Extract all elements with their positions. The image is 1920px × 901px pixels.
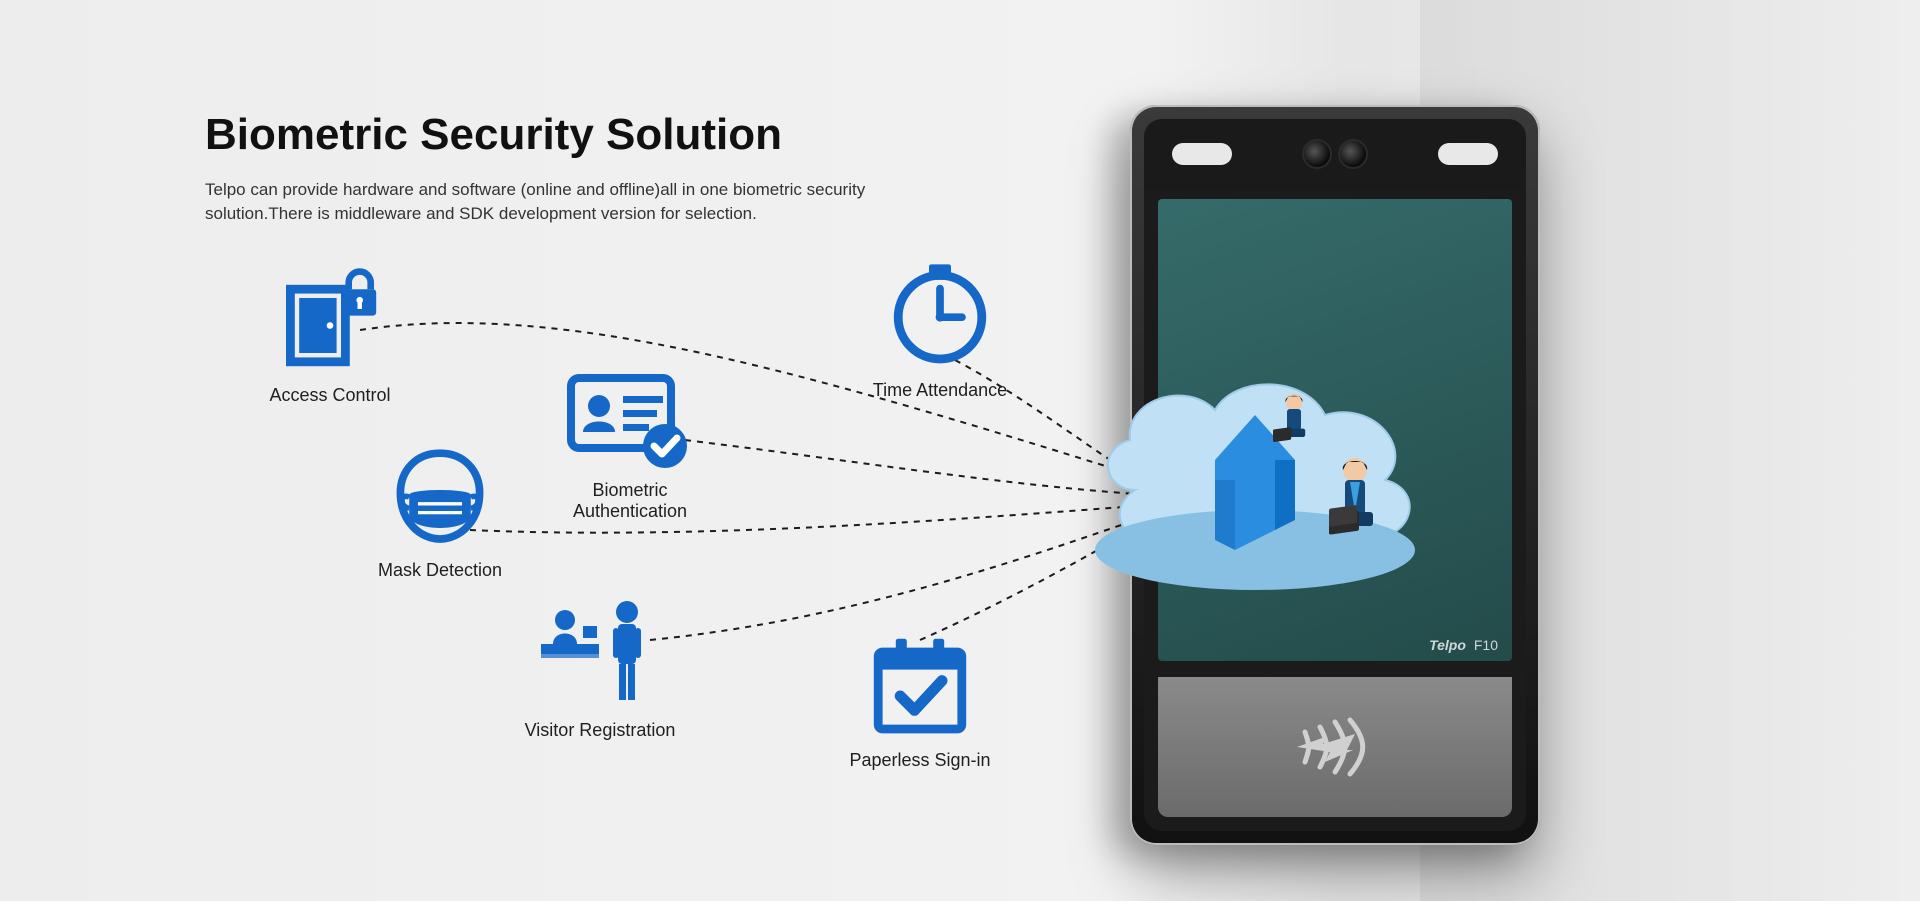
page-title: Biometric Security Solution: [205, 110, 782, 160]
clock-icon: [885, 260, 995, 370]
reception-icon: [535, 590, 665, 710]
camera-left: [1304, 141, 1330, 167]
feature-time-attendance: Time Attendance: [850, 260, 1030, 401]
feature-label-visitor-registration: Visitor Registration: [510, 720, 690, 741]
device-sensor-bar: [1144, 119, 1526, 189]
page-subtitle: Telpo can provide hardware and software …: [205, 178, 925, 226]
cloud-upload-illustration: [1065, 340, 1445, 620]
feature-biometric-auth: Biometric Authentication: [540, 370, 720, 522]
device-branding: Telpo F10: [1429, 637, 1498, 653]
door-lock-icon: [275, 265, 385, 375]
feature-label-access-control: Access Control: [240, 385, 420, 406]
feature-mask-detection: Mask Detection: [350, 440, 530, 581]
calendar-check-icon: [865, 630, 975, 740]
feature-label-mask-detection: Mask Detection: [350, 560, 530, 581]
feature-access-control: Access Control: [240, 265, 420, 406]
feature-paperless-signin: Paperless Sign-in: [830, 630, 1010, 771]
device-model: F10: [1474, 637, 1498, 653]
camera-right: [1340, 141, 1366, 167]
id-check-icon: [565, 370, 695, 470]
feature-visitor-registration: Visitor Registration: [510, 590, 690, 741]
mask-icon: [385, 440, 495, 550]
ir-led-left: [1172, 143, 1232, 165]
feature-label-paperless-signin: Paperless Sign-in: [830, 750, 1010, 771]
ir-led-right: [1438, 143, 1498, 165]
infographic-canvas: Biometric Security Solution Telpo can pr…: [0, 0, 1920, 901]
feature-label-time-attendance: Time Attendance: [850, 380, 1030, 401]
device-nfc-panel: [1158, 677, 1512, 817]
device-brand: Telpo: [1429, 637, 1466, 653]
camera-cluster: [1304, 141, 1366, 167]
nfc-icon: [1285, 712, 1385, 782]
feature-label-biometric-auth: Biometric Authentication: [540, 480, 720, 522]
